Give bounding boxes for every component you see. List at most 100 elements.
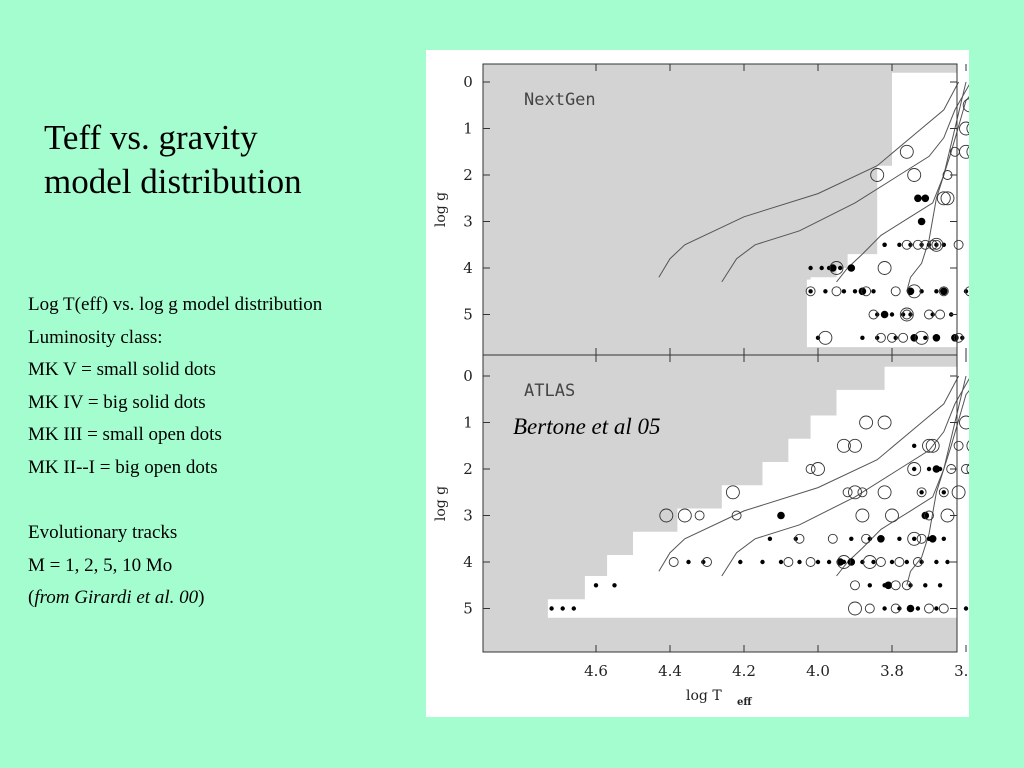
data-point-big-solid: [829, 264, 837, 272]
data-point-small-open: [938, 286, 949, 297]
data-point-small-solid: [963, 289, 969, 294]
data-point-small-open: [831, 286, 842, 297]
data-point-small-solid: [841, 289, 847, 294]
data-point-big-open: [914, 330, 929, 345]
data-point-big-open: [966, 146, 969, 158]
data-point-small-solid: [860, 335, 865, 340]
data-point-small-open: [868, 309, 879, 320]
data-point-big-solid: [940, 287, 948, 296]
data-point-big-solid: [847, 558, 856, 566]
evolutionary-track-2: [836, 81, 967, 283]
y-tick-label: 4: [463, 259, 473, 277]
note-line-3: MK V = small solid dots: [28, 359, 216, 381]
evolutionary-track-4: [658, 375, 960, 572]
data-point-small-open: [916, 487, 927, 498]
data-point-small-open: [924, 603, 934, 614]
data-point-small-open: [702, 557, 712, 567]
data-point-small-solid: [923, 335, 928, 340]
data-point-small-solid: [934, 606, 939, 611]
data-point-big-open: [836, 555, 851, 569]
data-point-small-solid: [912, 466, 917, 472]
data-point-small-solid: [612, 583, 617, 588]
y-tick-label: 2: [463, 460, 473, 478]
data-point-big-open: [925, 438, 940, 453]
data-point-small-open: [861, 286, 872, 297]
y-tick-label: 5: [463, 306, 473, 324]
y-tick-label: 2: [463, 166, 473, 184]
data-point-big-open: [966, 463, 969, 475]
data-point-small-solid: [923, 583, 928, 588]
panel-title: ATLAS: [524, 381, 575, 401]
data-point-small-solid: [549, 606, 554, 611]
y-axis-label: log g: [433, 486, 449, 521]
data-point-small-solid: [904, 559, 909, 565]
data-point-big-open: [855, 508, 870, 523]
data-point-small-solid: [915, 606, 921, 611]
data-point-big-open: [877, 415, 892, 430]
data-point-small-open: [864, 603, 875, 614]
data-point-small-solid: [919, 559, 924, 565]
note-paren-close: ): [198, 587, 205, 609]
data-point-small-solid: [778, 559, 784, 565]
data-point-small-solid: [934, 242, 939, 247]
note-paren-open: (: [28, 587, 35, 609]
data-point-big-open: [959, 415, 969, 430]
model-grid-region: [547, 366, 969, 618]
note-source: from Girardi et al. 00: [34, 587, 199, 609]
data-point-small-open: [850, 580, 860, 591]
evolutionary-track-3: [721, 84, 969, 283]
data-point-small-solid: [838, 265, 843, 271]
data-point-small-open: [805, 557, 816, 567]
data-point-small-solid: [897, 606, 902, 611]
evolutionary-track-1: [906, 96, 969, 292]
data-point-big-open: [836, 438, 851, 453]
data-point-small-solid: [571, 606, 576, 611]
data-point-small-solid: [893, 335, 898, 340]
data-point-big-solid: [847, 264, 856, 272]
data-point-small-solid: [897, 536, 902, 541]
data-point-small-solid: [882, 242, 887, 247]
data-point-small-solid: [875, 335, 880, 340]
data-point-small-solid: [808, 265, 813, 271]
x-tick-label: 4.0: [806, 662, 830, 680]
data-point-small-solid: [797, 559, 802, 565]
data-point-small-solid: [945, 559, 950, 565]
data-point-big-solid: [880, 310, 889, 319]
data-point-small-solid: [897, 242, 902, 247]
data-point-big-open: [922, 438, 936, 453]
data-point-big-open: [829, 261, 844, 275]
data-point-big-solid: [906, 287, 915, 296]
data-point-small-solid: [701, 559, 706, 565]
data-point-big-open: [951, 485, 966, 500]
data-point-small-solid: [849, 536, 854, 541]
y-tick-label: 0: [463, 73, 473, 91]
data-point-small-solid: [867, 536, 872, 541]
data-point-small-open: [961, 464, 969, 474]
note-line-9: (from Girardi et al. 00): [28, 582, 408, 615]
note-line-1: Log T(eff) vs. log g model distribution: [28, 294, 323, 315]
data-point-big-open: [870, 168, 885, 182]
data-point-small-solid: [808, 289, 813, 294]
data-point-big-solid: [877, 535, 885, 543]
x-tick-label: 3.6: [954, 662, 969, 680]
data-point-small-open: [857, 487, 868, 498]
y-axis-label: log g: [433, 192, 449, 227]
slide-title: Teff vs. gravity model distribution: [44, 116, 404, 204]
y-tick-label: 0: [463, 367, 473, 385]
data-point-big-solid: [858, 287, 867, 296]
data-point-small-solid: [738, 559, 743, 565]
data-point-big-solid: [884, 581, 893, 590]
notes-list: Log T(eff) vs. log g model distribution …: [28, 289, 408, 615]
data-point-big-open: [907, 284, 922, 299]
data-point-small-solid: [900, 312, 906, 317]
data-point-small-solid: [919, 242, 924, 247]
data-point-big-open: [659, 508, 674, 523]
data-point-small-solid: [889, 312, 895, 317]
data-point-small-open: [894, 557, 905, 567]
data-point-small-open: [783, 557, 794, 567]
data-point-big-open: [848, 438, 862, 453]
data-point-small-open: [912, 239, 923, 250]
data-point-small-solid: [941, 490, 946, 495]
x-tick-label: 3.8: [880, 662, 904, 680]
y-tick-label: 5: [463, 600, 473, 618]
